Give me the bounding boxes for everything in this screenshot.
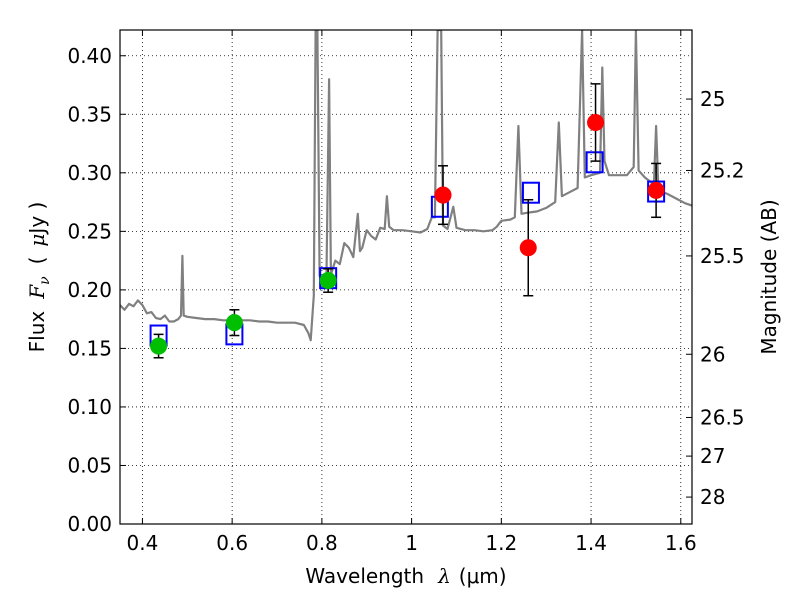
plot-area [120, 30, 692, 359]
observed-flux-point [647, 181, 665, 199]
x-tick-label: 1.2 [485, 531, 517, 555]
axis-ticks: 0.4 0.6 0.8 1 1.2 1.4 1.6 0.00 0.05 0.10 0.15 0.20 0… [67, 30, 745, 555]
x-tick-label: 1 [405, 531, 418, 555]
y-tick-label: 0.15 [67, 336, 112, 360]
y-tick-label: 0.10 [67, 395, 112, 419]
plot-clip-group [120, 30, 692, 359]
model-spectrum-line [120, 30, 692, 342]
x-tick-label: 0.4 [127, 531, 159, 555]
y-tick-label: 0.40 [67, 44, 112, 68]
observed-flux-point [587, 113, 605, 131]
y2-axis-title: Magnitude (AB) [757, 199, 781, 354]
y2-tick-label: 26.5 [700, 405, 745, 429]
y-tick-label: 0.35 [67, 102, 112, 126]
y2-tick-label: 28 [700, 485, 725, 509]
observed-flux-point [519, 239, 537, 257]
y-tick-label: 0.00 [67, 512, 112, 536]
observed-flux-point [434, 186, 452, 204]
y2-tick-label: 25.5 [700, 244, 745, 268]
observed-flux-point [225, 314, 243, 332]
x-tick-label: 0.8 [306, 531, 338, 555]
y-axis-title: FluxFν(μJy ) [25, 202, 53, 353]
x-tick-label: 0.6 [216, 531, 248, 555]
observed-flux-point [150, 337, 168, 355]
y-tick-label: 0.30 [67, 161, 112, 185]
y-tick-label: 0.25 [67, 219, 112, 243]
model-photometry-square [521, 181, 540, 204]
y2-tick-label: 26 [700, 342, 725, 366]
x-axis-title: Wavelength λ (μm) [305, 564, 506, 588]
x-tick-label: 1.6 [665, 531, 697, 555]
y-tick-label: 0.05 [67, 453, 112, 477]
y-tick-label: 0.20 [67, 278, 112, 302]
plot-frame [119, 29, 693, 525]
y2-tick-label: 27 [700, 444, 725, 468]
y2-tick-label: 25 [700, 87, 725, 111]
y2-tick-label: 25.2 [700, 158, 745, 182]
x-tick-label: 1.4 [575, 531, 607, 555]
observed-flux-point [319, 272, 337, 290]
model-photometry-square [585, 151, 604, 174]
